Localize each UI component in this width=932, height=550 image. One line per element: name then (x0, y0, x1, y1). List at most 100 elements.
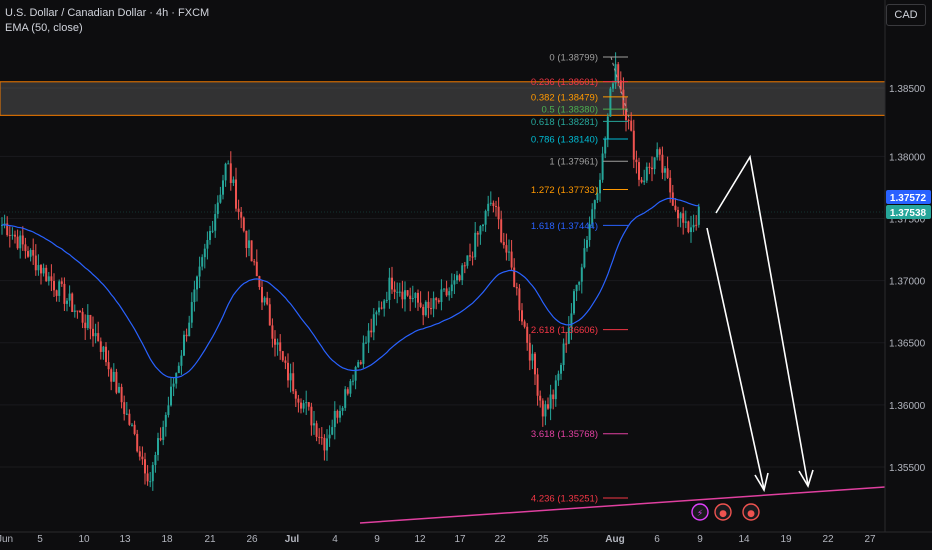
candle-body (612, 83, 614, 89)
x-tick-label: 4 (332, 534, 338, 545)
candle-body (146, 473, 149, 482)
candle-body (357, 362, 360, 368)
candle-body (6, 223, 9, 235)
candle-body (528, 342, 531, 361)
candles (1, 52, 700, 491)
candle-body (497, 206, 500, 220)
candle-body (219, 194, 222, 203)
candle-body (170, 386, 172, 406)
candle-body (227, 163, 230, 165)
candle-body (385, 299, 388, 301)
candle-body (419, 302, 422, 307)
forecast-path-lower[interactable] (706, 227, 765, 490)
fib-level-label: 0.5 (1.38380) (541, 105, 598, 116)
candle-body (203, 248, 206, 258)
candle-body (222, 180, 224, 195)
x-tick-label: Aug (605, 534, 624, 545)
fib-level-label: 0.382 (1.38479) (531, 92, 598, 103)
candle-body (131, 424, 133, 426)
x-tick-label: 9 (374, 534, 380, 545)
currency-button[interactable]: CAD (886, 4, 926, 26)
us-flag-event-icon[interactable] (742, 503, 760, 521)
candle-body (120, 386, 123, 403)
candle-body (489, 202, 492, 204)
candle-body (313, 423, 315, 426)
fib-level-label: 1.272 (1.37733) (531, 185, 598, 196)
candle-body (411, 298, 414, 300)
candle-body (513, 267, 516, 288)
candle-body (180, 355, 183, 366)
candle-body (300, 402, 302, 409)
candle-body (50, 276, 53, 281)
x-tick-label: 6 (654, 534, 660, 545)
candle-body (450, 284, 453, 292)
candle-body (586, 240, 588, 249)
candle-body (521, 310, 523, 322)
candle-body (177, 365, 180, 374)
time-scale[interactable] (0, 532, 932, 550)
candle-body (474, 232, 477, 258)
candle-body (27, 251, 29, 257)
candle-body (107, 362, 110, 370)
candle-body (133, 424, 136, 434)
candle-body (687, 221, 690, 233)
fib-level-label: 0 (1.38799) (549, 53, 598, 64)
candle-body (445, 288, 448, 296)
candle-body (326, 438, 328, 451)
candle-body (292, 373, 295, 392)
resistance-zone-box[interactable] (0, 81, 886, 116)
candle-body (32, 249, 35, 256)
candle-body (323, 437, 326, 451)
candle-body (375, 312, 378, 315)
candle-body (294, 391, 297, 399)
candle-body (240, 211, 243, 218)
candle-body (627, 119, 630, 121)
candle-body (424, 301, 427, 316)
candle-body (440, 289, 443, 303)
candle-body (463, 265, 466, 267)
candle-body (289, 373, 292, 381)
candle-body (76, 310, 79, 312)
candle-body (21, 235, 24, 245)
x-tick-label: 9 (697, 534, 703, 545)
fib-level-label: 0.618 (1.38281) (531, 117, 598, 128)
candle-body (539, 395, 542, 401)
candle-body (60, 281, 63, 284)
candle-body (352, 380, 354, 382)
chart-legend: U.S. Dollar / Canadian Dollar · 4h · FXC… (5, 6, 209, 36)
candle-body (456, 275, 458, 281)
support-trendline[interactable] (359, 486, 886, 524)
candle-body (469, 255, 471, 257)
candle-body (674, 205, 677, 210)
symbol-title[interactable]: U.S. Dollar / Canadian Dollar · 4h · FXC… (5, 7, 210, 19)
forecast-path-upper[interactable] (715, 154, 809, 486)
candle-body (110, 369, 113, 382)
candle-body (349, 381, 352, 394)
candle-body (658, 149, 661, 155)
candle-body (310, 406, 313, 426)
fib-level-label: 1.618 (1.37444) (531, 221, 598, 232)
candle-body (63, 283, 66, 304)
flash-event-icon[interactable] (691, 503, 709, 521)
candle-body (151, 465, 154, 482)
candle-body (271, 325, 274, 339)
trendline (359, 486, 886, 524)
candle-body (24, 244, 27, 252)
indicator-title[interactable]: EMA (50, close) (5, 22, 83, 34)
candle-body (565, 343, 568, 345)
candle-body (393, 289, 396, 292)
candle-body (505, 245, 508, 253)
candle-body (138, 451, 141, 457)
ema-50-line[interactable] (1, 197, 699, 379)
candle-body (398, 291, 401, 293)
candle-body (562, 343, 565, 366)
us-flag-event-icon[interactable] (714, 503, 732, 521)
candle-body (383, 300, 386, 309)
fib-level-label: 1 (1.37961) (549, 157, 598, 168)
price-scale[interactable] (885, 0, 932, 550)
candle-body (606, 116, 609, 140)
candle-body (172, 383, 175, 387)
candle-body (214, 214, 217, 231)
